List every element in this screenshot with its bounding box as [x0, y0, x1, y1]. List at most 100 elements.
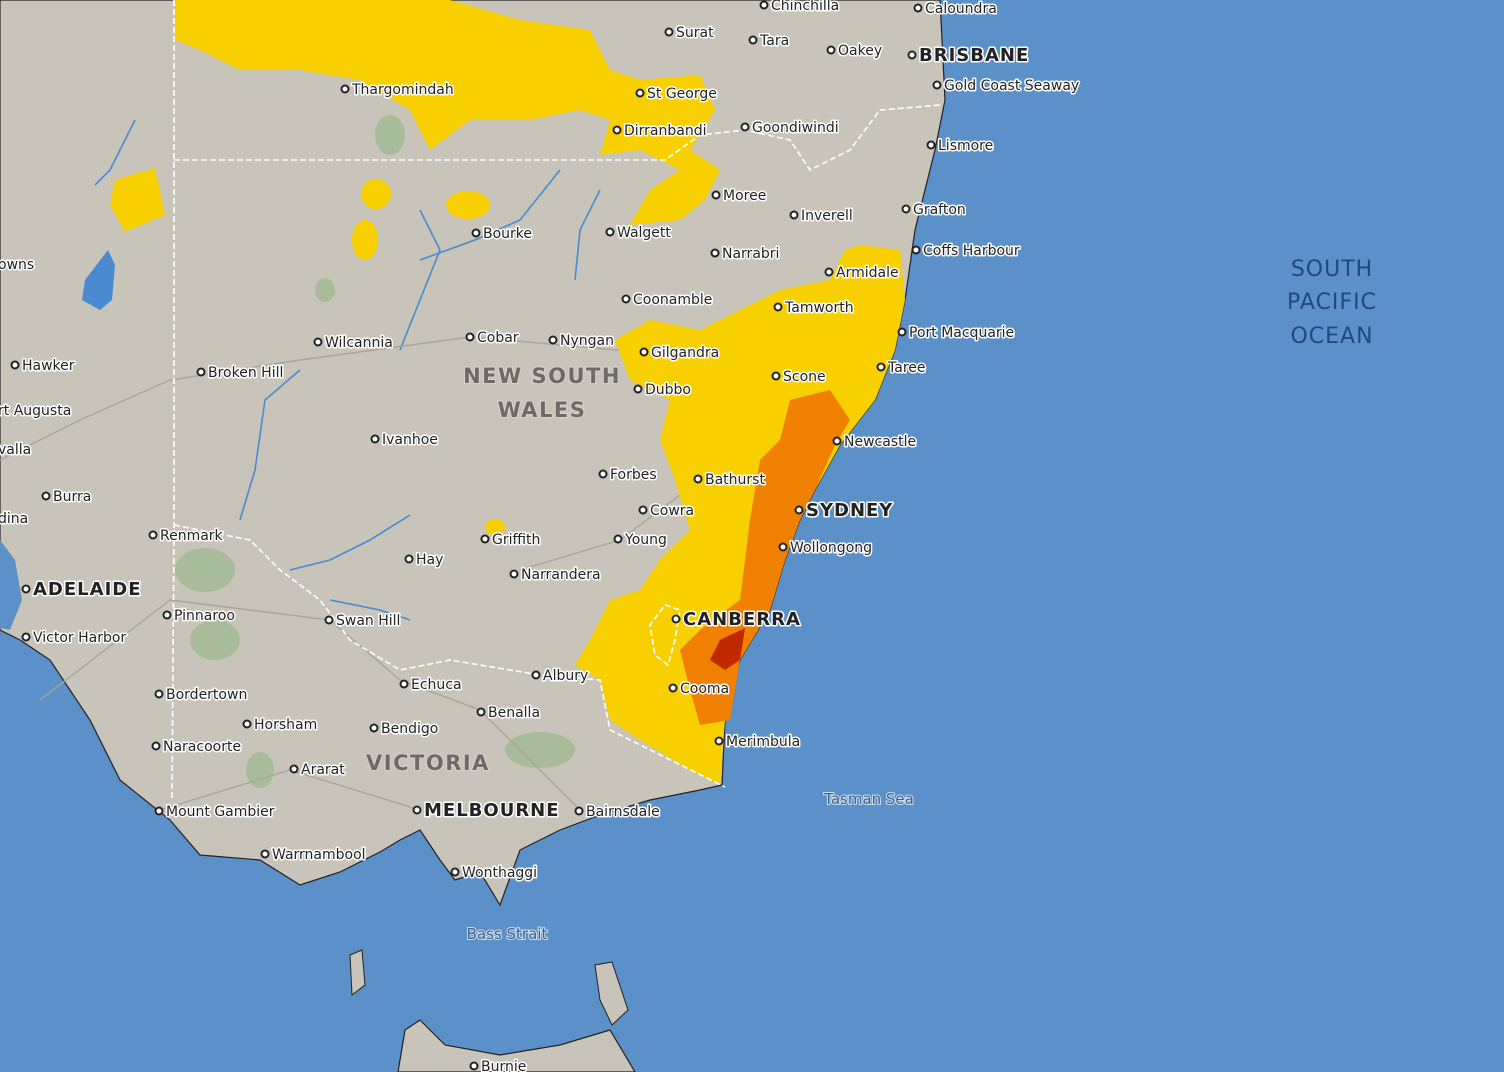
place-marker[interactable]: Hawker [10, 357, 76, 376]
place-marker[interactable]: Gilgandra [639, 344, 721, 363]
place-marker[interactable]: Burra [41, 488, 93, 507]
place-name: Nyngan [560, 333, 614, 349]
place-marker[interactable]: Coffs Harbour [911, 242, 1021, 261]
place-dot-icon [773, 302, 783, 312]
place-marker[interactable]: Lismore [926, 137, 995, 156]
place-marker[interactable]: Forbes [598, 466, 658, 485]
place-marker[interactable]: Tamworth [773, 299, 855, 318]
place-name: Bairnsdale [586, 804, 660, 820]
place-marker[interactable]: Bairnsdale [574, 803, 661, 822]
place-marker[interactable]: Armidale [824, 264, 900, 283]
place-dot-icon [897, 327, 907, 337]
place-marker[interactable]: CANBERRA [671, 608, 801, 632]
place-marker[interactable]: Narrandera [509, 566, 602, 585]
place-marker[interactable]: Tara [748, 32, 791, 51]
place-marker[interactable]: Merimbula [714, 733, 802, 752]
place-name: Victor Harbor [33, 630, 126, 646]
place-dot-icon [876, 362, 886, 372]
place-marker[interactable]: Swan Hill [324, 612, 402, 631]
place-marker[interactable]: Broken Hill [196, 364, 285, 383]
place-dot-icon [926, 140, 936, 150]
place-marker[interactable]: Wilcannia [313, 334, 394, 353]
place-dot-icon [412, 805, 422, 815]
place-marker[interactable]: Port Macquarie [897, 324, 1016, 343]
place-dot-icon [832, 436, 842, 446]
place-name: MELBOURNE [424, 800, 560, 821]
place-marker[interactable]: SYDNEY [794, 499, 894, 523]
place-marker[interactable]: Moree [711, 187, 768, 206]
place-marker[interactable]: Grafton [901, 201, 967, 220]
place-name: Wollongong [790, 540, 872, 556]
place-marker[interactable]: Ararat [289, 761, 347, 780]
place-marker[interactable]: Walgett [605, 224, 673, 243]
place-name: Ararat [301, 762, 345, 778]
tasmania [397, 1019, 636, 1072]
place-marker[interactable]: Chinchilla [759, 0, 841, 16]
place-marker[interactable]: Bathurst [693, 471, 767, 490]
place-marker[interactable]: Bendigo [369, 720, 440, 739]
place-name: Gilgandra [651, 345, 719, 361]
place-marker[interactable]: Narrabri [710, 245, 781, 264]
lake [82, 250, 115, 310]
place-marker[interactable]: dina [0, 510, 30, 529]
place-marker[interactable]: Gold Coast Seaway [932, 77, 1081, 96]
place-marker[interactable]: Inverell [789, 207, 854, 226]
ocean-label: OCEAN [1290, 324, 1373, 349]
place-marker[interactable]: Nyngan [548, 332, 615, 351]
place-marker[interactable]: Coonamble [621, 291, 714, 310]
place-marker[interactable]: ADELAIDE [21, 578, 142, 602]
place-dot-icon [548, 335, 558, 345]
place-dot-icon [370, 434, 380, 444]
place-marker[interactable]: Goondiwindi [740, 119, 840, 138]
place-name: Mount Gambier [166, 804, 275, 820]
place-marker[interactable]: MELBOURNE [412, 799, 560, 823]
place-marker[interactable]: Wollongong [778, 539, 874, 558]
place-marker[interactable]: Mount Gambier [154, 803, 276, 822]
place-dot-icon [21, 584, 31, 594]
place-marker[interactable]: Young [613, 531, 668, 550]
place-marker[interactable]: Horsham [242, 716, 319, 735]
place-marker[interactable]: Wonthaggi [450, 864, 539, 883]
place-marker[interactable]: Oakey [826, 42, 884, 61]
place-marker[interactable]: St George [635, 85, 718, 104]
place-marker[interactable]: Albury [531, 667, 590, 686]
place-name: Thargomindah [351, 82, 454, 98]
place-marker[interactable]: Benalla [476, 704, 542, 723]
place-marker[interactable]: BRISBANE [907, 44, 1030, 68]
place-marker[interactable]: Taree [876, 359, 927, 378]
place-dot-icon [196, 367, 206, 377]
place-marker[interactable]: Dubbo [633, 381, 693, 400]
place-marker[interactable]: valla [0, 441, 33, 460]
place-dot-icon [638, 505, 648, 515]
place-marker[interactable]: Burnie [469, 1058, 528, 1072]
place-dot-icon [242, 719, 252, 729]
place-marker[interactable]: Bourke [471, 225, 534, 244]
place-marker[interactable]: Naracoorte [151, 738, 243, 757]
place-marker[interactable]: Newcastle [832, 433, 918, 452]
place-name: Renmark [160, 528, 224, 544]
place-marker[interactable]: Warrnambool [260, 846, 367, 865]
place-marker[interactable]: Scone [771, 368, 827, 387]
place-marker[interactable]: Ivanhoe [370, 431, 439, 450]
place-marker[interactable]: Griffith [480, 531, 542, 550]
place-marker[interactable]: Echuca [399, 676, 463, 695]
place-marker[interactable]: Cobar [465, 329, 520, 348]
place-marker[interactable]: owns [0, 256, 36, 275]
place-marker[interactable]: Hay [404, 551, 445, 570]
place-dot-icon [148, 530, 158, 540]
place-marker[interactable]: Pinnaroo [162, 607, 236, 626]
place-marker[interactable]: Renmark [148, 527, 225, 546]
place-marker[interactable]: Surat [664, 24, 716, 43]
place-marker[interactable]: Cooma [668, 680, 731, 699]
place-marker[interactable]: Bordertown [154, 686, 249, 705]
place-name: Taree [887, 360, 926, 376]
place-marker[interactable]: Cowra [638, 502, 696, 521]
place-marker[interactable]: Dirranbandi [612, 122, 708, 141]
place-marker[interactable]: rt Augusta [0, 402, 73, 421]
place-marker[interactable]: Caloundra [913, 0, 998, 19]
place-marker[interactable]: Victor Harbor [21, 629, 128, 648]
place-marker[interactable]: Thargomindah [340, 81, 455, 100]
place-dot-icon [613, 534, 623, 544]
place-dot-icon [324, 615, 334, 625]
